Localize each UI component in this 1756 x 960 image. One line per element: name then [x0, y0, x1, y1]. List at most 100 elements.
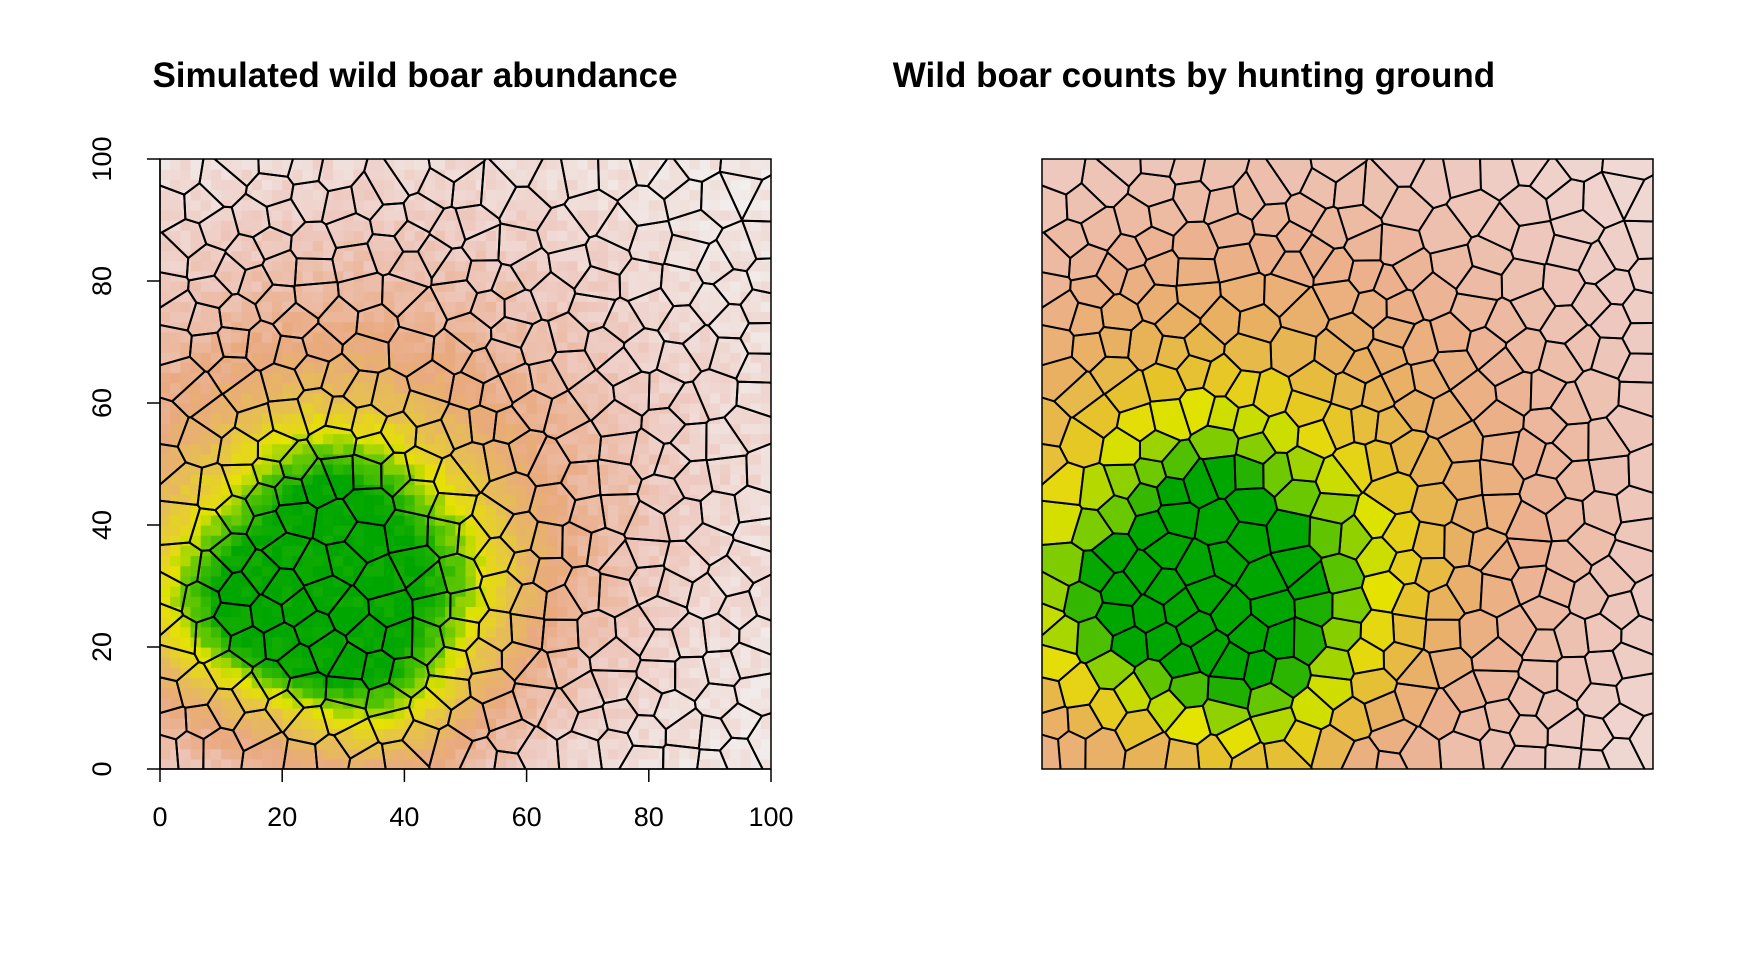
raster-cell — [760, 616, 771, 628]
raster-cell — [475, 352, 487, 363]
raster-cell — [740, 718, 752, 729]
raster-cell — [210, 728, 222, 740]
raster-cell — [221, 687, 232, 699]
raster-cell — [658, 728, 670, 740]
raster-cell — [750, 179, 762, 191]
raster-cell — [200, 575, 212, 587]
raster-cell — [516, 708, 528, 719]
raster-cell — [475, 738, 487, 750]
raster-cell — [699, 189, 711, 201]
raster-cell — [638, 413, 650, 424]
raster-cell — [516, 311, 528, 323]
raster-cell — [200, 311, 212, 323]
raster-cell — [363, 667, 375, 679]
raster-cell — [333, 514, 344, 526]
raster-cell — [180, 555, 192, 567]
raster-cell — [679, 667, 691, 679]
raster-cell — [740, 687, 752, 699]
raster-cell — [709, 494, 721, 506]
raster-cell — [536, 504, 548, 516]
raster-cell — [699, 616, 711, 628]
raster-cell — [567, 758, 579, 769]
raster-cell — [353, 220, 365, 231]
hunting-ground-cell — [1432, 349, 1480, 392]
raster-cell — [536, 596, 548, 607]
raster-cell — [485, 230, 497, 241]
raster-cell — [628, 281, 640, 292]
raster-cell — [160, 220, 171, 231]
raster-cell — [160, 748, 171, 760]
raster-cell — [414, 545, 426, 557]
raster-cell — [190, 433, 202, 445]
raster-cell — [200, 382, 212, 394]
raster-cell — [414, 281, 426, 292]
raster-cell — [190, 647, 202, 658]
raster-cell — [546, 372, 558, 384]
raster-cell — [485, 677, 497, 689]
raster-cell — [231, 443, 243, 455]
raster-cell — [353, 230, 365, 241]
raster-cell — [628, 667, 640, 679]
raster-cell — [475, 453, 487, 465]
raster-cell — [730, 352, 742, 363]
raster-cell — [404, 555, 416, 567]
raster-cell — [526, 677, 538, 689]
raster-cell — [557, 565, 568, 577]
raster-cell — [180, 199, 192, 211]
raster-cell — [506, 748, 518, 760]
raster-cell — [577, 382, 589, 394]
raster-cell — [557, 372, 568, 384]
raster-cell — [251, 352, 263, 363]
raster-cell — [221, 342, 232, 353]
raster-cell — [750, 240, 762, 252]
raster-cell — [343, 169, 355, 180]
raster-cell — [241, 596, 253, 607]
raster-cell — [272, 687, 283, 699]
raster-cell — [190, 321, 202, 333]
raster-cell — [740, 504, 752, 516]
raster-cell — [557, 433, 568, 445]
raster-cell — [292, 403, 304, 414]
raster-cell — [485, 311, 497, 323]
raster-cell — [373, 240, 385, 252]
hunting-ground-cell — [1534, 441, 1574, 480]
raster-cell — [557, 606, 568, 618]
raster-cell — [546, 230, 558, 241]
raster-cell — [648, 565, 660, 577]
raster-cell — [689, 555, 701, 567]
raster-cell — [557, 392, 568, 404]
raster-cell — [750, 362, 762, 374]
raster-cell — [587, 677, 599, 689]
raster-cell — [546, 596, 558, 607]
raster-cell — [180, 626, 192, 638]
raster-cell — [190, 230, 202, 241]
raster-cell — [485, 657, 497, 668]
raster-cell — [190, 748, 202, 760]
raster-cell — [577, 433, 589, 445]
raster-cell — [618, 179, 630, 191]
raster-cell — [658, 433, 670, 445]
raster-cell — [679, 586, 691, 597]
raster-cell — [628, 220, 640, 231]
raster-cell — [557, 230, 568, 241]
raster-cell — [455, 677, 467, 689]
raster-cell — [261, 474, 273, 485]
raster-cell — [679, 260, 691, 272]
raster-cell — [333, 311, 344, 323]
raster-cell — [699, 372, 711, 384]
raster-cell — [333, 331, 344, 343]
raster-cell — [221, 758, 232, 769]
raster-cell — [210, 311, 222, 323]
raster-cell — [373, 525, 385, 536]
hunting-ground-cell — [1131, 593, 1168, 635]
raster-cell — [190, 392, 202, 404]
hunting-ground-cell — [1549, 380, 1593, 426]
raster-cell — [475, 240, 487, 252]
raster-cell — [648, 220, 660, 231]
raster-cell — [730, 392, 742, 404]
raster-cell — [190, 606, 202, 618]
raster-cell — [424, 626, 436, 638]
raster-cell — [516, 606, 528, 618]
raster-cell — [658, 250, 670, 262]
raster-cell — [180, 301, 192, 313]
